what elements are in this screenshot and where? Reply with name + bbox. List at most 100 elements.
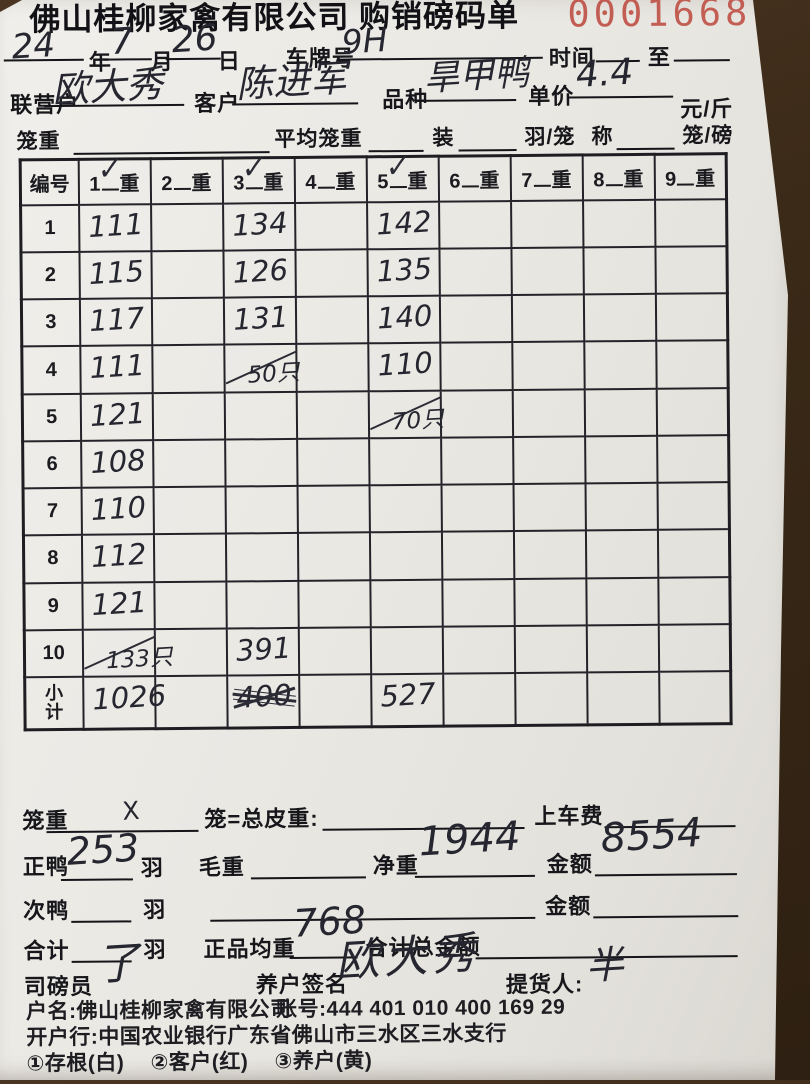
handwritten-weight: 121: [88, 395, 146, 433]
weight-cell: [152, 439, 226, 488]
weight-cell: [440, 436, 514, 485]
net-underline: [414, 874, 535, 878]
row-id-cell: 7: [23, 487, 82, 536]
weight-cell: [584, 435, 658, 484]
weight-cell: [151, 345, 225, 393]
weight-cell: [658, 671, 732, 725]
gross-underline: [250, 876, 366, 880]
breed-label: 品种: [382, 86, 429, 113]
weight-cell: [585, 530, 658, 579]
year-underline: [3, 58, 84, 62]
truck-fee-label: 上车费: [534, 803, 604, 829]
scale-label: 称: [591, 125, 614, 149]
scale-underline: [616, 147, 675, 151]
weight-cell: [511, 341, 585, 390]
avg-weight-label: 正品均重: [203, 935, 296, 962]
handwritten-check-mark: ✓: [384, 146, 412, 187]
weight-cell: 121: [81, 581, 155, 630]
row-id-cell: 8: [23, 535, 82, 583]
time-to-label: 至: [647, 44, 671, 70]
weight-cell: 1026: [82, 676, 167, 730]
weight-cell: [655, 340, 729, 389]
weight-cell: 134: [222, 202, 295, 251]
good-duck-underline: [60, 878, 133, 882]
row-id-cell: 4: [21, 346, 81, 395]
weight-cell: [657, 576, 731, 625]
weight-cell: [297, 485, 370, 534]
subtotal-row: 小计 1026 400 527: [24, 671, 732, 730]
weight-cell: 110: [367, 343, 441, 391]
handwritten-weight: 111: [87, 348, 146, 386]
weight-cell: [441, 578, 515, 627]
avg-cage-label: 平均笼重: [274, 127, 363, 152]
handwritten-weight: 126: [231, 252, 289, 290]
weight-cell: [583, 341, 657, 390]
weight-cell: [294, 249, 368, 298]
weight-cell: [512, 436, 586, 485]
weight-row-2: 2 115 126 135: [20, 246, 728, 300]
handwritten-bird-count: 70只: [390, 405, 445, 436]
handwritten-weight: 135: [375, 251, 433, 289]
row-id-cell: 小计: [24, 676, 84, 730]
weight-cell: [440, 389, 513, 438]
weight-cell: [513, 578, 587, 626]
handwritten-check-mark: ✓: [96, 149, 124, 189]
weight-cell: 126: [222, 249, 296, 298]
weight-cell: [369, 579, 443, 628]
copy-farmer: ③养户(黄): [274, 1049, 373, 1074]
weight-cell: [298, 674, 372, 728]
weight-cell: [582, 246, 656, 295]
per-cage-unit: 羽/笼: [524, 125, 576, 149]
header-blank: [605, 168, 623, 187]
weight-cell: [513, 530, 586, 579]
good-duck-count: 253: [65, 825, 141, 874]
net-label: 净重: [372, 852, 419, 879]
weight-cell: [153, 533, 226, 582]
weight-cell: 391: [226, 627, 299, 676]
cage-per-scale-unit: 笼/磅: [682, 124, 734, 148]
total-label: 合计: [23, 937, 70, 964]
header-blank: [677, 168, 695, 186]
handwritten-weight: 112: [89, 537, 147, 575]
weight-cell: [439, 295, 512, 344]
customer-value: 陈进军: [234, 56, 349, 107]
weight-cell: [298, 627, 371, 676]
customer-label: 客户: [194, 90, 241, 116]
weight-cell: 112: [81, 534, 154, 583]
price-label: 单价: [528, 83, 575, 109]
weight-row-9: 9 121: [23, 576, 731, 631]
weight-cell: 111: [78, 203, 151, 252]
weight-cell: 142: [366, 201, 439, 250]
weight-cell: [297, 532, 370, 581]
gross-label: 毛重: [198, 854, 245, 880]
weight-cell: [154, 628, 227, 677]
x-mark: X: [121, 795, 141, 826]
weight-cell: [582, 199, 655, 248]
weight-cell: [441, 531, 514, 580]
copy-customer: ②客户(红): [150, 1050, 249, 1075]
handwritten-weight: 108: [88, 442, 147, 481]
weight-cell: [510, 200, 583, 249]
price-underline: [568, 95, 674, 99]
amount-value: 8554: [599, 809, 704, 862]
row-id-cell: 2: [20, 251, 80, 300]
copy-stub: ①存根(白): [26, 1051, 125, 1076]
weight-row-8: 8 112: [23, 529, 730, 583]
weight-cell: 110: [81, 487, 154, 536]
weight-row-6: 6 108: [22, 435, 730, 489]
header-id-cell: 编号: [20, 159, 79, 206]
farmer-signature: 欧大秀: [334, 927, 482, 988]
plate-value: 9H: [340, 19, 389, 62]
handwritten-weight: 110: [375, 345, 434, 384]
weight-cell: [369, 532, 442, 580]
handwritten-check-mark: ✓: [240, 147, 268, 188]
weight-cell: 527: [370, 673, 444, 727]
weight-cell: [654, 198, 727, 247]
bird-unit-1: 羽: [140, 855, 164, 881]
handwritten-weight: 121: [90, 584, 148, 622]
